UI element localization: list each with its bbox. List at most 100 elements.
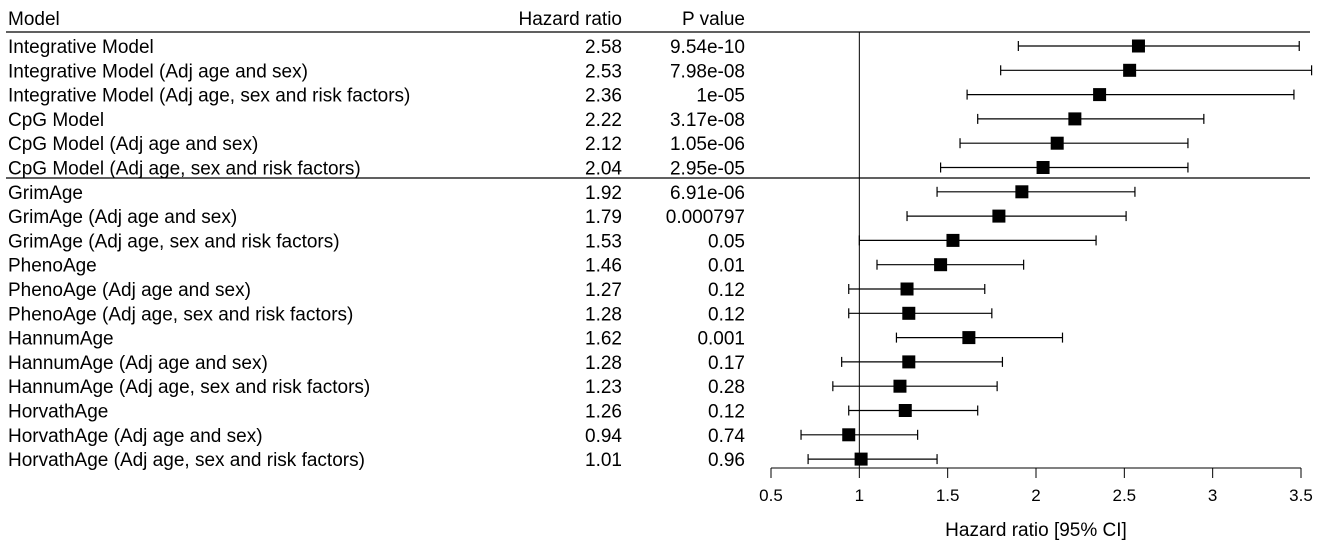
hazard-ratio-column-header: Hazard ratio — [519, 9, 623, 30]
forest-row: Integrative Model (Adj age, sex and risk… — [8, 86, 1295, 107]
hazard-ratio-point — [962, 331, 976, 345]
row-label: HorvathAge (Adj age and sex) — [8, 426, 263, 447]
x-axis-label: Hazard ratio [95% CI] — [945, 520, 1127, 541]
row-hazard-ratio: 1.01 — [585, 450, 622, 471]
hazard-ratio-point — [900, 282, 914, 296]
row-label: CpG Model (Adj age, sex and risk factors… — [8, 159, 361, 180]
row-p-value: 0.12 — [708, 402, 745, 423]
forest-row: HorvathAge 1.26 0.12 — [8, 402, 979, 423]
row-hazard-ratio: 0.94 — [585, 426, 622, 447]
row-hazard-ratio: 2.12 — [585, 134, 622, 155]
forest-row: Integrative Model (Adj age and sex) 2.53 7… — [8, 61, 1313, 82]
hazard-ratio-point — [1131, 39, 1145, 53]
row-hazard-ratio: 2.04 — [585, 159, 622, 180]
row-p-value: 0.17 — [708, 353, 745, 374]
row-label: HorvathAge (Adj age, sex and risk factor… — [8, 450, 365, 471]
x-axis-ticks: 0.5 1 1.5 2 2.5 3 3.5 — [759, 468, 1313, 505]
row-label: GrimAge (Adj age and sex) — [8, 207, 237, 228]
hazard-ratio-point — [1050, 136, 1064, 150]
hazard-ratio-point — [946, 233, 960, 247]
row-label: CpG Model — [8, 110, 104, 131]
row-hazard-ratio: 1.92 — [585, 183, 622, 204]
hazard-ratio-point — [1123, 63, 1137, 77]
table-header: Model Hazard ratio P value — [8, 9, 745, 30]
hazard-ratio-point — [898, 404, 912, 417]
x-axis: 0.5 1 1.5 2 2.5 3 3.5 Hazard ratio [95% CI] — [759, 467, 1313, 541]
row-p-value: 0.05 — [708, 231, 745, 252]
forest-row: GrimAge 1.92 6.91e-06 — [8, 183, 1136, 204]
model-column-header: Model — [8, 9, 60, 30]
row-hazard-ratio: 1.79 — [585, 207, 622, 228]
forest-row: HannumAge 1.62 0.001 — [8, 329, 1064, 350]
row-p-value: 6.91e-06 — [670, 183, 745, 204]
x-tick-label: 1 — [855, 486, 864, 505]
hazard-ratio-point — [893, 379, 907, 393]
x-tick-label: 3.5 — [1289, 486, 1313, 505]
row-hazard-ratio: 1.26 — [585, 402, 622, 423]
hazard-ratio-point — [854, 452, 868, 466]
row-hazard-ratio: 1.53 — [585, 231, 622, 252]
hazard-ratio-point — [902, 355, 916, 369]
row-p-value: 0.12 — [708, 304, 745, 325]
x-tick-label: 3 — [1208, 486, 1217, 505]
row-label: PhenoAge (Adj age, sex and risk factors) — [8, 304, 353, 325]
hazard-ratio-point — [1068, 112, 1082, 126]
forest-row: CpG Model (Adj age, sex and risk factors… — [8, 159, 1189, 180]
row-hazard-ratio: 1.23 — [585, 377, 622, 398]
forest-row: HorvathAge (Adj age and sex) 0.94 0.74 — [8, 426, 919, 447]
forest-row: PhenoAge (Adj age, sex and risk factors)… — [8, 304, 993, 325]
row-p-value: 9.54e-10 — [670, 37, 745, 58]
row-p-value: 0.28 — [708, 377, 745, 398]
row-label: CpG Model (Adj age and sex) — [8, 134, 258, 155]
row-p-value: 0.01 — [708, 256, 745, 277]
row-p-value: 0.12 — [708, 280, 745, 301]
row-hazard-ratio: 1.46 — [585, 256, 622, 277]
hazard-ratio-point — [934, 258, 948, 272]
hazard-ratio-point — [1015, 185, 1029, 199]
row-hazard-ratio: 1.28 — [585, 353, 622, 374]
row-p-value: 1e-05 — [696, 86, 745, 107]
row-label: PhenoAge — [8, 256, 97, 277]
row-hazard-ratio: 2.58 — [585, 37, 622, 58]
hazard-ratio-point — [1036, 161, 1050, 174]
forest-rows: Integrative Model 2.58 9.54e-10Integrative… — [8, 37, 1313, 471]
row-hazard-ratio: 2.22 — [585, 110, 622, 131]
row-p-value: 0.000797 — [666, 207, 745, 228]
row-p-value: 3.17e-08 — [670, 110, 745, 131]
forest-row: CpG Model (Adj age and sex) 2.12 1.05e-06 — [8, 134, 1189, 155]
forest-row: HannumAge (Adj age, sex and risk factors… — [8, 377, 998, 398]
row-p-value: 0.74 — [708, 426, 745, 447]
forest-row: GrimAge (Adj age, sex and risk factors) 1… — [8, 231, 1097, 252]
x-tick-label: 2 — [1031, 486, 1040, 505]
hazard-ratio-point — [1093, 88, 1107, 102]
forest-row: PhenoAge 1.46 0.01 — [8, 256, 1025, 277]
forest-row: Integrative Model 2.58 9.54e-10 — [8, 37, 1300, 58]
forest-row: HannumAge (Adj age and sex) 1.28 0.17 — [8, 353, 1004, 374]
row-label: Integrative Model (Adj age, sex and risk… — [8, 86, 410, 107]
row-label: GrimAge (Adj age, sex and risk factors) — [8, 231, 340, 252]
row-hazard-ratio: 1.62 — [585, 329, 622, 350]
x-tick-label: 0.5 — [759, 486, 783, 505]
row-p-value: 7.98e-08 — [670, 61, 745, 82]
row-p-value: 0.96 — [708, 450, 745, 471]
row-label: GrimAge — [8, 183, 83, 204]
row-p-value: 1.05e-06 — [670, 134, 745, 155]
hazard-ratio-point — [992, 209, 1006, 223]
row-label: Integrative Model — [8, 37, 154, 58]
forest-row: HorvathAge (Adj age, sex and risk factor… — [8, 450, 938, 471]
forest-row: CpG Model 2.22 3.17e-08 — [8, 110, 1205, 131]
forest-row: GrimAge (Adj age and sex) 1.79 0.000797 — [8, 207, 1127, 228]
row-label: HannumAge (Adj age and sex) — [8, 353, 268, 374]
row-p-value: 2.95e-05 — [670, 159, 745, 180]
x-tick-label: 1.5 — [936, 486, 960, 505]
row-label: HannumAge — [8, 329, 114, 350]
row-hazard-ratio: 2.53 — [585, 61, 622, 82]
hazard-ratio-point — [842, 428, 856, 442]
row-label: Integrative Model (Adj age and sex) — [8, 61, 308, 82]
x-tick-label: 2.5 — [1113, 486, 1137, 505]
p-value-column-header: P value — [682, 9, 745, 30]
row-hazard-ratio: 1.28 — [585, 304, 622, 325]
row-hazard-ratio: 2.36 — [585, 86, 622, 107]
hazard-ratio-point — [902, 306, 916, 320]
